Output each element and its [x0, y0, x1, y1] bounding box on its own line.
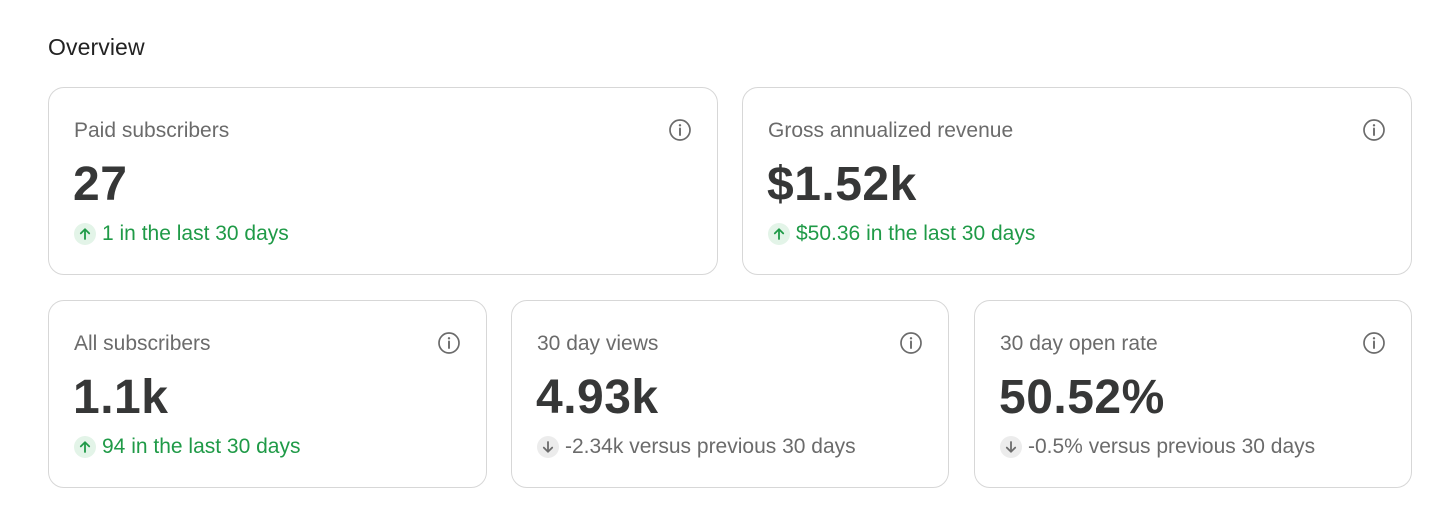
- metric-delta: -0.5% versus previous 30 days: [1000, 435, 1315, 459]
- metric-card-all-subscribers: All subscribers 1.1k 94 in the last 30 d…: [48, 300, 487, 488]
- metric-value: $1.52k: [767, 158, 917, 211]
- metric-delta: -2.34k versus previous 30 days: [537, 435, 856, 459]
- metric-label: Paid subscribers: [74, 119, 230, 142]
- metric-card-gross-annualized-revenue: Gross annualized revenue $1.52k $50.36 i…: [742, 87, 1412, 275]
- metric-delta: $50.36 in the last 30 days: [768, 222, 1035, 246]
- metric-delta: 94 in the last 30 days: [74, 435, 300, 459]
- arrow-up-icon: [768, 223, 790, 245]
- metric-label: Gross annualized revenue: [768, 119, 1014, 142]
- info-icon[interactable]: [436, 330, 462, 356]
- metric-delta-text: -2.34k versus previous 30 days: [565, 435, 856, 458]
- info-icon[interactable]: [898, 330, 924, 356]
- metric-card-paid-subscribers: Paid subscribers 27 1 in the last 30 day…: [48, 87, 718, 275]
- metric-label: 30 day views: [537, 332, 659, 355]
- info-icon[interactable]: [1361, 330, 1387, 356]
- section-title: Overview: [48, 34, 145, 60]
- metric-value: 1.1k: [73, 371, 169, 424]
- arrow-up-icon: [74, 436, 96, 458]
- metric-delta-text: $50.36 in the last 30 days: [796, 222, 1036, 245]
- info-icon[interactable]: [1361, 117, 1387, 143]
- metric-delta-text: -0.5% versus previous 30 days: [1028, 435, 1316, 458]
- arrow-down-icon: [537, 436, 559, 458]
- metric-delta: 1 in the last 30 days: [74, 222, 289, 246]
- metric-label: All subscribers: [74, 332, 211, 355]
- metric-label: 30 day open rate: [1000, 332, 1158, 355]
- arrow-up-icon: [74, 223, 96, 245]
- info-icon[interactable]: [667, 117, 693, 143]
- metric-card-30-day-open-rate: 30 day open rate 50.52% -0.5% versus pre…: [974, 300, 1412, 488]
- metric-delta-text: 94 in the last 30 days: [102, 435, 301, 458]
- metric-card-30-day-views: 30 day views 4.93k -2.34k versus previou…: [511, 300, 949, 488]
- metric-value: 50.52%: [999, 371, 1165, 424]
- metric-value: 27: [73, 158, 128, 211]
- arrow-down-icon: [1000, 436, 1022, 458]
- metric-value: 4.93k: [536, 371, 659, 424]
- metric-delta-text: 1 in the last 30 days: [102, 222, 289, 245]
